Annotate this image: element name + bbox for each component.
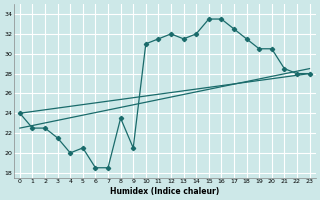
X-axis label: Humidex (Indice chaleur): Humidex (Indice chaleur) (110, 187, 219, 196)
